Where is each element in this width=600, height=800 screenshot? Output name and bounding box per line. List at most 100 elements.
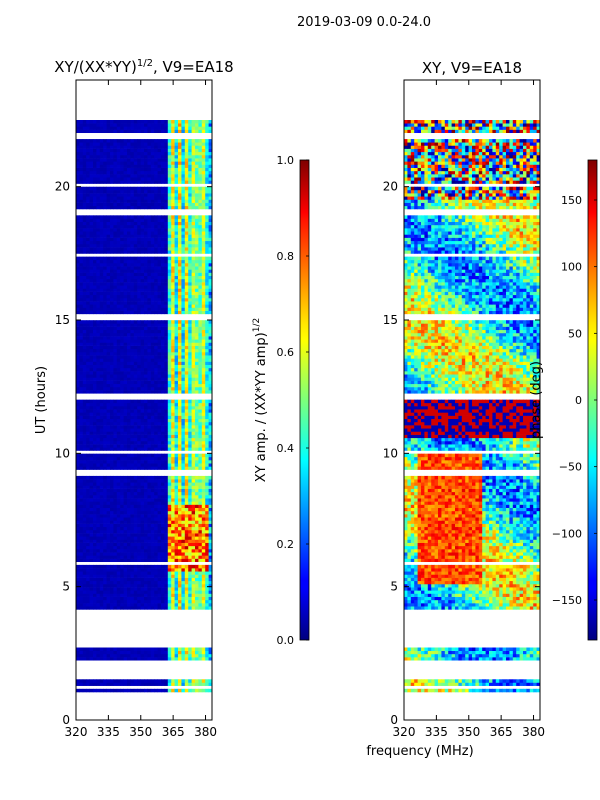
heatmap-cell [147,583,152,588]
heatmap-cell [147,259,152,264]
heatmap-cell [120,263,124,267]
heatmap-cell [140,580,145,585]
heatmap-cell [208,266,212,270]
heatmap-cell [110,647,114,651]
heatmap-cell [110,282,114,286]
heatmap-cell [195,390,199,394]
heatmap-cell [150,247,155,251]
heatmap-cell [99,310,104,315]
heatmap-cell [140,440,145,445]
heatmap-cell [150,415,155,420]
heatmap-cell [167,336,172,340]
heatmap-cell [157,552,162,556]
heatmap-cell [147,205,152,210]
heatmap-cell [195,358,199,362]
heatmap-cell [164,453,169,458]
heatmap-cell [208,688,212,693]
heatmap-cell [106,415,111,420]
heatmap-cell [99,688,104,693]
heatmap-cell [161,386,165,391]
heatmap-cell [191,577,196,582]
heatmap-cell [198,361,203,365]
heatmap-cell [133,355,138,359]
heatmap-cell [96,231,101,235]
heatmap-cell [167,682,172,686]
heatmap-cell [178,514,182,518]
heatmap-cell [171,386,175,391]
heatmap-cell [157,466,162,470]
heatmap-cell [188,523,192,528]
heatmap-cell [188,291,192,296]
heatmap-cell [120,488,124,493]
heatmap-cell [164,361,169,365]
heatmap-cell [93,514,97,518]
heatmap-cell [195,259,199,264]
heatmap-cell [89,351,94,356]
heatmap-cell [205,479,209,483]
heatmap-cell [181,326,186,331]
heatmap-cell [167,224,172,229]
heatmap-cell [164,326,169,331]
heatmap-cell [99,577,104,582]
heatmap-cell [144,434,148,439]
heatmap-cell [110,444,114,448]
heatmap-cell [171,326,175,331]
heatmap-cell [86,304,90,308]
heatmap-cell [140,329,145,334]
heatmap-cell [133,199,138,203]
heatmap-cell [205,529,209,534]
heatmap-cell [157,326,162,331]
heatmap-cell [171,310,175,315]
heatmap-cell [82,355,87,359]
heatmap-cell [191,421,196,426]
heatmap-cell [110,456,114,461]
heatmap-cell [140,523,145,528]
heatmap-cell [99,348,104,353]
heatmap-cell [191,218,196,222]
heatmap-cell [93,447,97,451]
heatmap-cell [150,555,155,559]
heatmap-cell [96,409,101,413]
heatmap-cell [133,221,138,226]
heatmap-cell [123,361,128,365]
heatmap-cell [150,231,155,235]
heatmap-cell [130,571,135,575]
heatmap-cell [127,323,131,327]
heatmap-cell [86,320,90,324]
heatmap-cell [79,650,84,655]
heatmap-cell [208,234,212,238]
heatmap-cell [157,266,162,270]
heatmap-cell [154,291,158,296]
heatmap-cell [76,329,80,334]
heatmap-cell [208,380,212,385]
heatmap-cell [120,475,124,480]
heatmap-cell [201,310,206,315]
heatmap-cell [137,603,141,607]
heatmap-cell [96,199,101,203]
heatmap-cell [174,310,179,315]
heatmap-cell [110,539,114,543]
heatmap-cell [110,288,114,292]
heatmap-cell [208,364,212,369]
heatmap-cell [93,240,97,245]
heatmap-cell [198,364,203,369]
heatmap-cell [174,412,179,416]
heatmap-cell [167,380,172,385]
heatmap-cell [110,304,114,308]
heatmap-cell [164,259,169,264]
heatmap-cell [96,453,101,458]
heatmap-cell [184,475,189,480]
heatmap-cell [167,263,172,267]
heatmap-cell [137,504,141,508]
heatmap-cell [103,482,107,486]
heatmap-cell [86,653,90,658]
heatmap-cell [198,485,203,489]
heatmap-cell [89,228,94,232]
heatmap-cell [178,520,182,524]
heatmap-cell [171,329,175,334]
heatmap-cell [130,406,135,410]
heatmap-cell [110,390,114,394]
heatmap-cell [140,533,145,537]
heatmap-cell [76,650,80,655]
heatmap-cell [147,361,152,365]
